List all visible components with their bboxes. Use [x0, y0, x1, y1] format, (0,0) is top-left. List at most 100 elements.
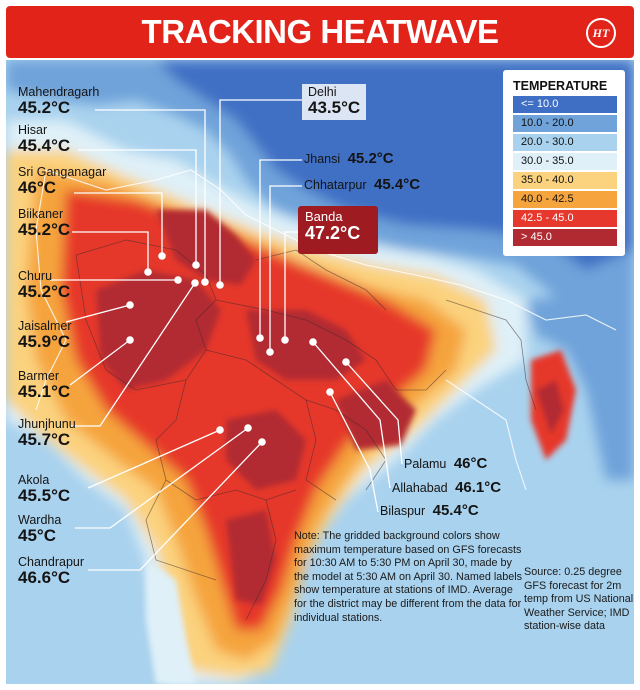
station-name: Wardha [18, 513, 62, 527]
dot-akola [216, 426, 224, 434]
station-name: Churu [18, 269, 53, 283]
ht-logo-icon: HT [586, 18, 616, 48]
station-temp: 45.2°C [18, 220, 71, 240]
station-temp: 45.5°C [18, 486, 71, 506]
station-temp: 46.1°C [455, 479, 502, 496]
dot-jaisalmer [126, 301, 134, 309]
station-label-hisar: Hisar 45.4°C [18, 123, 71, 156]
leader-biikaner [72, 231, 149, 272]
station-name: Banda [305, 209, 343, 224]
legend-bin-label: 40.0 - 42.5 [521, 193, 574, 205]
station-temp: 46°C [453, 455, 488, 472]
station-temp: 45°C [18, 526, 56, 546]
dot-bilaspur [326, 388, 334, 396]
legend-bin: 35.0 - 40.0 [513, 172, 617, 189]
station-label-palamu: Palamu 46°C [404, 456, 487, 473]
station-name: Barmer [18, 369, 59, 383]
station-leader-lines [50, 99, 403, 571]
leader-allahabad [312, 341, 391, 489]
cold-zone-west [6, 60, 126, 85]
title-banner: TRACKING HEATWAVE HT [6, 6, 634, 58]
extreme-zone-bundelkhand [246, 310, 366, 380]
leader-palamu [345, 361, 403, 465]
legend-bin-label: 42.5 - 45.0 [521, 212, 574, 224]
legend-bin-label: > 45.0 [521, 231, 552, 243]
leader-wardha [75, 427, 249, 529]
station-temp: 45.1°C [18, 382, 71, 402]
dot-hisar [192, 261, 200, 269]
dot-allahabad [309, 338, 317, 346]
station-name: Sri Ganganagar [18, 165, 107, 179]
extreme-zone-telangana [226, 510, 276, 605]
station-dots [126, 252, 350, 446]
cold-zone-east [526, 290, 634, 480]
extreme-zone-rajasthan [96, 270, 221, 390]
temperature-legend: TEMPERATURE <= 10.0 10.0 - 20.0 20.0 - 3… [503, 70, 625, 256]
station-label-biikaner: Biikaner 45.2°C [18, 207, 71, 240]
leader-jhunjhunu [70, 282, 196, 427]
legend-bin: 40.0 - 42.5 [513, 191, 617, 208]
source-note: Source: 0.25 degree GFS forecast for 2m … [524, 566, 634, 633]
legend-bin-label: 30.0 - 35.0 [521, 155, 574, 167]
leader-hisar [78, 149, 197, 265]
station-name: Hisar [18, 123, 48, 137]
station-label-akola: Akola 45.5°C [18, 473, 71, 506]
station-temp: 43.5°C [308, 98, 361, 118]
dot-sri-ganganagar [158, 252, 166, 260]
station-name: Biikaner [18, 207, 64, 221]
dot-biikaner [144, 268, 152, 276]
station-label-delhi: Delhi 43.5°C [302, 84, 367, 120]
station-temp: 45.2°C [18, 282, 71, 302]
station-name: Jhunjhunu [18, 417, 76, 431]
leader-bilaspur [329, 391, 379, 513]
leader-jaisalmer [65, 304, 131, 323]
dot-mahendragarh [201, 278, 209, 286]
leader-jhansi [259, 159, 302, 338]
legend-bin: 20.0 - 30.0 [513, 134, 617, 151]
page-title: TRACKING HEATWAVE [141, 13, 499, 50]
station-label-sri-ganganagar: Sri Ganganagar 46°C [18, 165, 107, 198]
station-label-barmer: Barmer 45.1°C [18, 369, 71, 402]
station-label-chandrapur: Chandrapur 46.6°C [18, 555, 85, 587]
dot-delhi [216, 281, 224, 289]
mild-coast [146, 560, 196, 684]
station-label-banda: Banda 47.2°C [298, 206, 378, 254]
station-label-chhatarpur: Chhatarpur 45.4°C [304, 177, 420, 194]
extreme-zone-northeast [536, 380, 564, 435]
station-temp: 46°C [18, 178, 56, 198]
dot-chhatarpur [266, 348, 274, 356]
station-temp: 45.9°C [18, 332, 71, 352]
methodology-note: Note: The gridded background colors show… [294, 530, 523, 624]
leader-sri-ganganagar [74, 192, 163, 256]
station-name: Palamu [404, 457, 447, 471]
legend-bin-label: 20.0 - 30.0 [521, 136, 574, 148]
station-name: Delhi [308, 85, 337, 99]
legend-bin: 30.0 - 35.0 [513, 153, 617, 170]
station-temp: 45.4°C [374, 176, 421, 193]
station-label-jhansi: Jhansi 45.2°C [304, 151, 394, 168]
station-label-mahendragarh: Mahendragarh 45.2°C [18, 85, 99, 118]
station-temp: 47.2°C [305, 222, 361, 243]
station-name: Chandrapur [18, 555, 85, 569]
station-label-allahabad: Allahabad 46.1°C [392, 480, 501, 497]
station-name: Chhatarpur [304, 178, 367, 192]
legend-bin: 10.0 - 20.0 [513, 115, 617, 132]
station-temp: 45.4°C [18, 136, 71, 156]
station-temp: 45.2°C [18, 98, 71, 118]
state-boundaries [75, 239, 537, 621]
station-name: Jaisalmer [18, 319, 72, 333]
legend-bin: <= 10.0 [513, 96, 617, 113]
legend-bin-label: <= 10.0 [521, 98, 559, 110]
dot-palamu [342, 358, 350, 366]
dot-barmer [126, 336, 134, 344]
leader-chandrapur [88, 441, 263, 571]
station-label-churu: Churu 45.2°C [18, 269, 71, 302]
dot-churu [174, 276, 182, 284]
leader-akola [87, 429, 221, 489]
legend-title: TEMPERATURE [513, 79, 608, 93]
station-label-jhunjhunu: Jhunjhunu 45.7°C [18, 417, 76, 450]
station-temp: 45.7°C [18, 430, 71, 450]
leader-mahendragarh [95, 109, 206, 282]
